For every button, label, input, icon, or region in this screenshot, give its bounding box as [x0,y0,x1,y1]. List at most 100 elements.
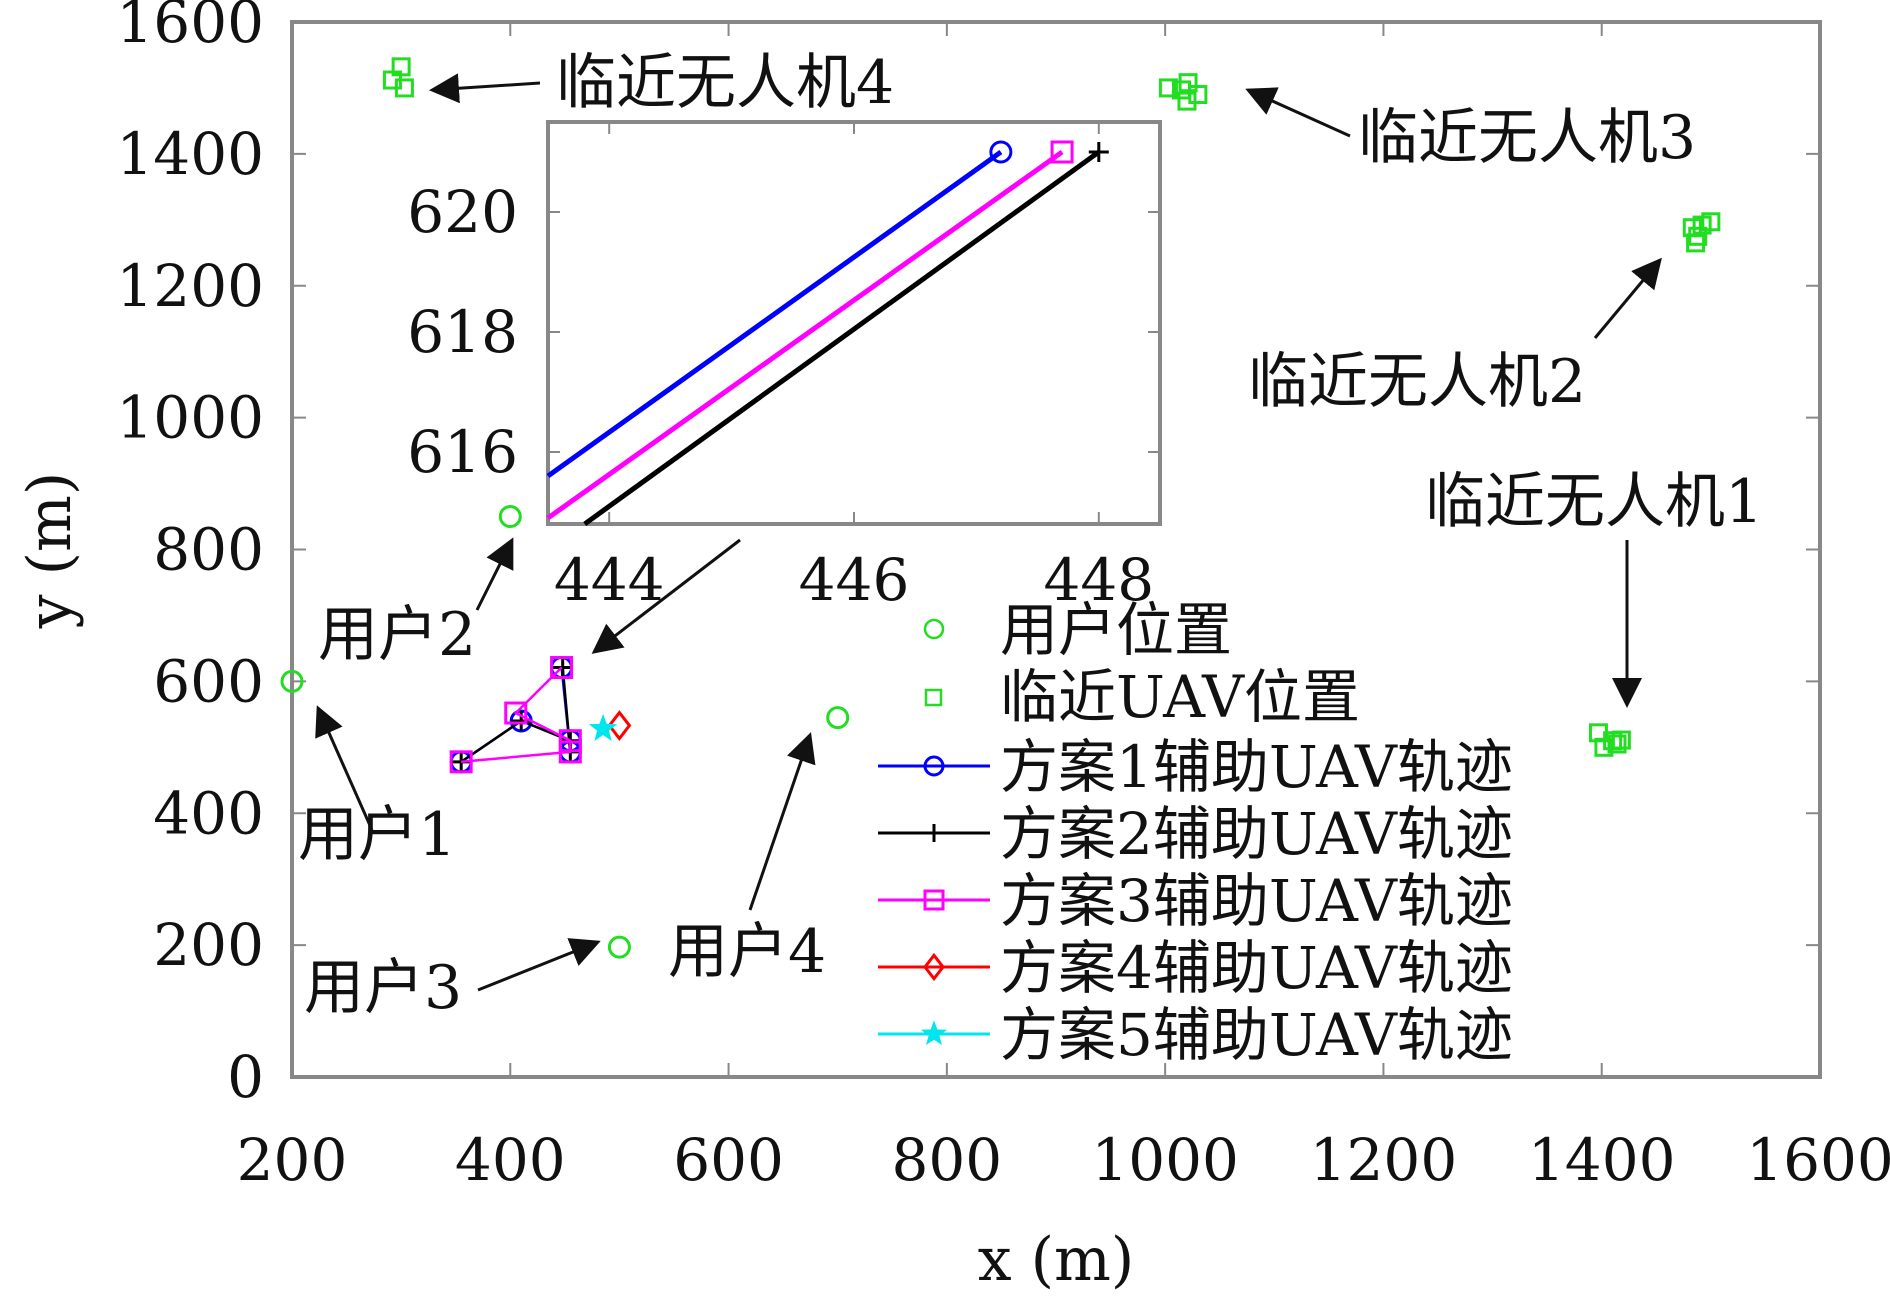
legend-marker-user [923,618,945,640]
user-point-3 [607,935,631,959]
inset-plot: 444 446 448 616 618 620 [407,120,1162,614]
annotation-user3: 用户3 [304,953,462,1023]
neighbor-uav-2-point [1701,212,1721,232]
neighbor-uav-3-point [1158,78,1178,98]
inset-frame [546,120,1162,526]
annotation-uav1: 临近无人机1 [1425,467,1763,537]
x-axis-label: x (m) [978,1225,1135,1295]
arrow-uav3 [1245,87,1351,138]
x-tick-label: 1600 [1746,1126,1890,1194]
series-3-point [504,701,528,725]
inset-series-3-line [583,149,1101,527]
legend-label-series-1: 方案1辅助UAV轨迹 [1000,733,1513,801]
inset-y-tick-label: 620 [407,178,518,246]
y-tick-label: 1000 [116,384,264,452]
series-3-point [558,729,582,753]
neighbor-uav-4-point [394,78,414,98]
inset-series-3-point [1088,142,1109,162]
neighbor-points-group [382,57,1721,757]
legend-marker-neighbor [924,688,943,707]
y-tick-label: 800 [153,516,264,584]
arrow-user2 [475,537,514,611]
series-2-point [552,657,573,678]
legend-marker-5 [920,1020,948,1046]
arrow-user3 [477,938,601,992]
legend-marker-3 [923,889,945,911]
inset-series-2-point [1050,140,1074,164]
legend: 用户位置 临近UAV位置 方案1辅助UAV轨迹方案2辅助UAV轨迹方案3辅助UA… [878,596,1513,1069]
inset-y-tick-label: 618 [407,298,518,366]
inset-axis-ticks [548,122,1160,524]
legend-entry-neighbor: 临近UAV位置 [924,663,1360,731]
user-points-group [280,505,850,959]
legend-entry-users: 用户位置 [923,596,1232,664]
inset-x-tick-label: 444 [554,546,665,614]
inset-series-2-line [546,149,1064,521]
legend-marker-1 [923,755,945,777]
annotation-uav4: 临近无人机4 [556,48,894,118]
legend-label-series-3: 方案3辅助UAV轨迹 [1000,867,1513,935]
annotation-user1: 用户1 [298,800,456,870]
annotation-arrows [315,73,1662,992]
x-tick-label: 1200 [1310,1126,1458,1194]
inset-series-1-point [989,140,1013,164]
y-tick-label: 0 [227,1043,264,1111]
axis-ticks [291,21,1821,1078]
x-tick-label: 1400 [1528,1126,1676,1194]
user-point-4 [826,706,850,730]
user-point-1 [280,669,304,693]
inset-x-tick-label: 448 [1043,546,1154,614]
x-tick-labels: 200 400 600 800 1000 1200 1400 1600 [237,1126,1890,1194]
inset-y-tick-label: 616 [407,418,518,486]
neighbor-uav-1-point [1607,734,1627,754]
x-tick-label: 200 [237,1126,348,1194]
legend-label-series-4: 方案4辅助UAV轨迹 [1000,934,1513,1002]
neighbor-uav-3-point [1177,91,1197,111]
arrow-inset [591,538,741,654]
main-series-group [449,656,632,774]
y-tick-label: 400 [153,779,264,847]
series-3-point [449,750,473,774]
x-tick-label: 800 [891,1126,1002,1194]
y-tick-label: 1400 [116,120,264,188]
legend-series-entries: 方案1辅助UAV轨迹方案2辅助UAV轨迹方案3辅助UAV轨迹方案4辅助UAV轨迹… [878,733,1513,1069]
x-tick-label: 1000 [1091,1126,1239,1194]
legend-label-series-2: 方案2辅助UAV轨迹 [1000,800,1513,868]
neighbor-uav-2-point [1686,233,1706,253]
y-tick-label: 600 [153,647,264,715]
neighbor-uav-4-point [391,57,411,77]
annotation-user2: 用户2 [318,600,476,670]
legend-marker-2 [925,824,943,842]
arrow-uav4 [429,73,541,104]
inset-x-tick-label: 446 [799,546,910,614]
legend-marker-4 [923,952,945,982]
legend-label-users: 用户位置 [1000,596,1232,664]
neighbor-uav-3-point [1178,73,1198,93]
y-axis-label: y (m) [15,472,85,630]
annotation-user4: 用户4 [668,917,826,987]
y-tick-label: 1200 [116,252,264,320]
series-5-point [588,713,618,741]
inset-series-1-line [546,149,1003,479]
arrow-uav2 [1593,257,1662,339]
user-point-2 [498,505,522,529]
x-tick-label: 400 [455,1126,566,1194]
inset-x-tick-labels: 444 446 448 [554,546,1154,614]
legend-label-series-5: 方案5辅助UAV轨迹 [1000,1001,1513,1069]
legend-label-neighbor: 临近UAV位置 [1000,663,1360,731]
y-tick-label: 200 [153,911,264,979]
inset-y-tick-labels: 616 618 620 [407,178,518,486]
arrow-user4 [748,732,816,911]
annotation-uav2: 临近无人机2 [1248,347,1586,417]
y-tick-labels: 0 200 400 600 800 1000 1200 1400 1600 [116,0,264,1111]
y-tick-label: 1600 [116,0,264,56]
annotation-uav3: 临近无人机3 [1358,103,1696,173]
series-4-point [607,710,632,742]
neighbor-uav-1-point [1611,730,1631,750]
series-3-point [550,656,574,680]
series-2-point [511,710,532,731]
arrow-user1 [315,705,374,831]
x-tick-label: 600 [673,1126,784,1194]
inset-series-group [546,140,1109,527]
